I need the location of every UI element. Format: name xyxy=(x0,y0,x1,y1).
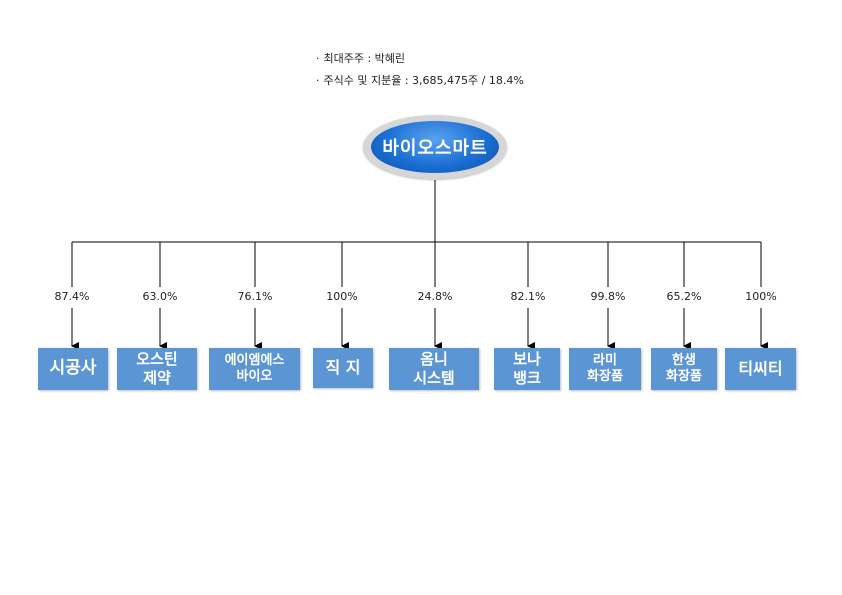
subsidiary-box: 라미 화장품 xyxy=(569,348,641,390)
stake-percentage: 100% xyxy=(745,290,777,303)
subsidiary-name: 티씨티 xyxy=(738,359,783,378)
subsidiary-name: 보나 뱅크 xyxy=(513,350,541,387)
subsidiary-box: 옴니 시스템 xyxy=(389,348,479,390)
subsidiary-name: 한생 화장품 xyxy=(666,352,702,384)
subsidiary-name: 시공사 xyxy=(49,358,97,379)
stake-percentage: 63.0% xyxy=(142,290,178,303)
bullet: · xyxy=(316,74,320,87)
stake-percentage: 100% xyxy=(326,290,358,303)
subsidiary-box: 에이엠에스 바이오 xyxy=(209,348,300,390)
root-company-node: 바이오스마트 xyxy=(363,115,507,179)
subsidiary-name: 라미 화장품 xyxy=(587,352,623,384)
subsidiary-name: 에이엠에스 바이오 xyxy=(224,352,285,384)
stake-percentage: 65.2% xyxy=(666,290,702,303)
stake-percentage: 76.1% xyxy=(237,290,273,303)
stake-percentage: 82.1% xyxy=(510,290,546,303)
bullet: · xyxy=(316,52,320,65)
subsidiary-box: 티씨티 xyxy=(725,348,796,390)
subsidiary-name: 옴니 시스템 xyxy=(413,350,455,387)
stake-percentage: 99.8% xyxy=(590,290,626,303)
stake-percentage: 24.8% xyxy=(417,290,453,303)
subsidiary-box: 오스틴 제약 xyxy=(117,348,197,390)
largest-shareholder-text: 최대주주 : 박혜린 xyxy=(323,52,406,65)
subsidiary-box: 보나 뱅크 xyxy=(494,348,560,390)
subsidiary-box: 시공사 xyxy=(38,348,108,390)
root-company-label: 바이오스마트 xyxy=(371,121,499,173)
subsidiary-name: 직 지 xyxy=(325,358,361,377)
shares-stake-text: 주식수 및 지분율 : 3,685,475주 / 18.4% xyxy=(323,74,524,87)
largest-shareholder-line: · 최대주주 : 박혜린 xyxy=(316,50,405,66)
stake-percentage: 87.4% xyxy=(54,290,90,303)
subsidiary-box: 한생 화장품 xyxy=(651,348,717,390)
subsidiary-box: 직 지 xyxy=(313,348,373,388)
subsidiary-name: 오스틴 제약 xyxy=(136,350,178,387)
shares-stake-line: · 주식수 및 지분율 : 3,685,475주 / 18.4% xyxy=(316,72,524,88)
